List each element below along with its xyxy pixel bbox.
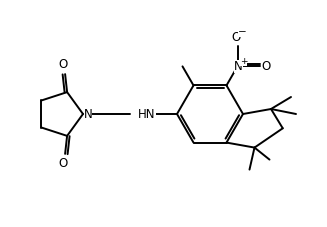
Text: −: − bbox=[238, 27, 247, 37]
Text: +: + bbox=[240, 57, 247, 66]
Text: N: N bbox=[234, 60, 243, 73]
Text: N: N bbox=[84, 108, 92, 121]
Text: O: O bbox=[262, 60, 271, 73]
Text: HN: HN bbox=[138, 108, 156, 121]
Text: O: O bbox=[59, 157, 68, 170]
Text: O: O bbox=[59, 58, 68, 71]
Text: O: O bbox=[232, 31, 241, 44]
